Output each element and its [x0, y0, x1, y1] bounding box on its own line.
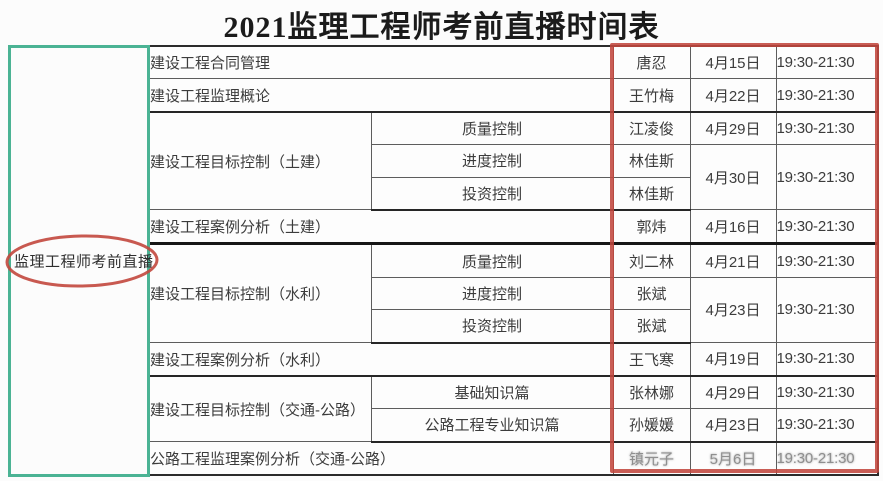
date-cell: 4月29日	[689, 111, 777, 146]
table-row: 建设工程目标控制（交通-公路） 基础知识篇 张林娜 4月29日 19:30-21…	[148, 375, 879, 443]
teacher-cell: 镇元子	[612, 441, 691, 476]
time-cell: 19:30-21:30	[775, 209, 879, 246]
subtopic-cell: 质量控制	[370, 111, 614, 146]
course-cell: 建设工程目标控制（水利）	[148, 243, 372, 344]
subtopic-cell: 投资控制	[370, 176, 614, 211]
teacher-cell: 孙媛媛	[612, 408, 691, 443]
date-cell: 4月16日	[689, 209, 777, 246]
subtopic-cell: 公路工程专业知识篇	[370, 408, 614, 443]
teacher-cell: 王竹梅	[612, 78, 691, 113]
teacher-cell: 刘二林	[612, 243, 691, 278]
teacher-cell: 张林娜	[612, 375, 691, 410]
date-cell: 4月21日	[689, 243, 777, 278]
subtopic-cell: 进度控制	[370, 276, 614, 311]
sidebar-label: 监理工程师考前直播	[14, 253, 154, 271]
table-row: 公路工程专业知识篇 孙媛媛 4月23日 19:30-21:30	[149, 408, 879, 443]
course-cell: 建设工程目标控制（交通-公路）	[148, 375, 372, 443]
teacher-cell: 江凌俊	[612, 111, 691, 146]
course-cell: 建设工程合同管理	[148, 45, 614, 80]
time-cell: 19:30-21:30	[775, 45, 879, 80]
time-cell: 19:30-21:30	[775, 342, 879, 377]
subtopic-cell: 质量控制	[370, 243, 614, 278]
teacher-cell: 郭炜	[612, 209, 691, 246]
time-cell: 19:30-21:30	[775, 375, 879, 410]
date-cell: 4月29日	[689, 375, 777, 410]
date-cell: 5月6日	[689, 441, 777, 476]
page-title: 2021监理工程师考前直播时间表	[223, 11, 660, 44]
time-cell: 19:30-21:30	[775, 408, 879, 443]
teacher-cell: 张斌	[612, 309, 691, 344]
table-row: 建设工程案例分析（土建） 郭炜 4月16日 19:30-21:30	[148, 209, 879, 246]
table-row: 建设工程目标控制（土建） 质量控制 江凌俊 4月29日 19:30-21:30	[148, 111, 879, 211]
subtopic-cell: 基础知识篇	[370, 375, 614, 410]
course-cell: 公路工程监理案例分析（交通-公路）	[148, 441, 614, 476]
course-cell: 建设工程目标控制（土建）	[148, 111, 372, 211]
table-row: 建设工程监理概论 王竹梅 4月22日 19:30-21:30	[148, 78, 879, 113]
time-cell: 19:30-21:30	[775, 243, 879, 278]
table-row: 投资控制 林佳斯	[149, 176, 878, 211]
date-cell: 4月23日	[689, 408, 777, 443]
time-cell: 19:30-21:30	[775, 78, 879, 113]
time-cell: 19:30-21:30	[775, 144, 879, 211]
course-cell: 建设工程案例分析（土建）	[148, 209, 614, 246]
date-cell: 4月22日	[689, 78, 777, 113]
table-row: 建设工程合同管理 唐忍 4月15日 19:30-21:30	[148, 45, 879, 80]
date-cell: 4月30日	[689, 144, 777, 211]
date-cell: 4月23日	[689, 276, 777, 344]
teacher-cell: 张斌	[612, 276, 691, 311]
subtopic-cell: 投资控制	[370, 309, 614, 344]
teacher-cell: 林佳斯	[612, 144, 691, 178]
course-cell: 建设工程案例分析（水利）	[148, 342, 614, 377]
sidebar: 监理工程师考前直播	[8, 45, 153, 477]
table-row: 进度控制 张斌 4月23日 19:30-21:30	[149, 276, 879, 344]
date-cell: 4月19日	[689, 342, 777, 377]
time-cell: 19:30-21:30	[775, 111, 879, 146]
subtopic-cell: 进度控制	[370, 144, 614, 178]
date-cell: 4月15日	[689, 45, 777, 80]
schedule-table: 建设工程合同管理 唐忍 4月15日 19:30-21:30 建设工程监理概论 王…	[148, 45, 880, 477]
time-cell: 19:30-21:30	[775, 441, 879, 476]
time-cell: 19:30-21:30	[775, 276, 879, 344]
table-row: 建设工程目标控制（水利） 质量控制 刘二林 4月21日 19:30-21:30	[148, 243, 879, 344]
table-row: 公路工程监理案例分析（交通-公路） 镇元子 5月6日 19:30-21:30	[148, 441, 879, 476]
teacher-cell: 林佳斯	[612, 176, 691, 211]
teacher-cell: 王飞寒	[612, 342, 691, 377]
table-row: 进度控制 林佳斯 4月30日 19:30-21:30	[149, 144, 879, 211]
course-cell: 建设工程监理概论	[148, 78, 614, 113]
table-row: 投资控制 张斌	[149, 309, 878, 344]
table-row: 建设工程案例分析（水利） 王飞寒 4月19日 19:30-21:30	[148, 342, 879, 377]
teacher-cell: 唐忍	[612, 45, 691, 80]
